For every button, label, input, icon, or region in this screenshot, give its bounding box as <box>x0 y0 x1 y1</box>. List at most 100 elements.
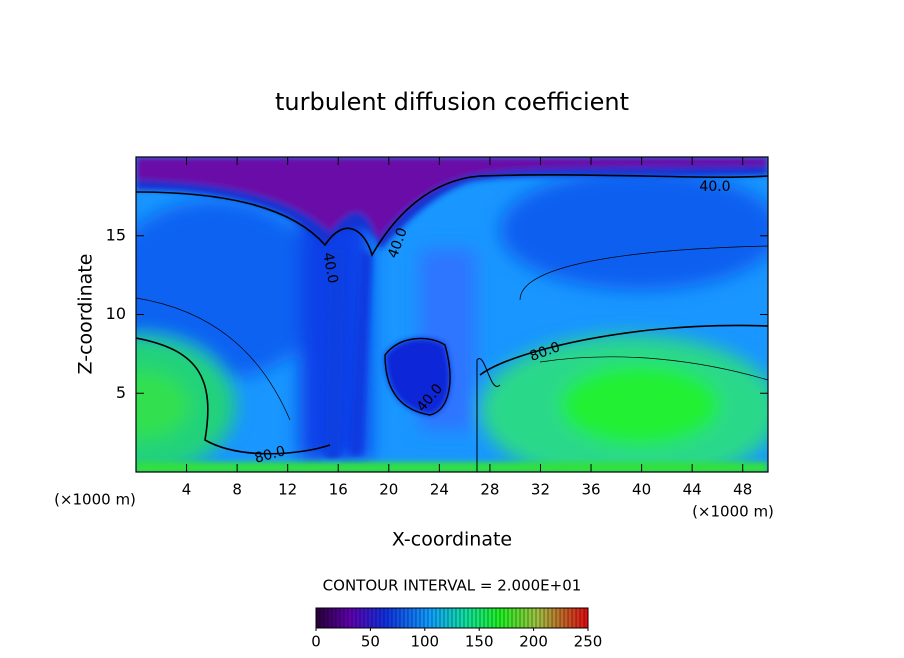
colorbar-cell <box>544 608 549 628</box>
colorbar-tick-label: 250 <box>574 633 603 651</box>
colorbar-cell <box>460 608 465 628</box>
x-tick-label: 40 <box>632 481 651 499</box>
colorbar-cell <box>520 608 525 628</box>
x-tick-label: 24 <box>430 481 449 499</box>
colorbar-tick-label: 50 <box>361 633 380 651</box>
colorbar-cell <box>372 608 377 628</box>
x-axis-label: X-coordinate <box>392 529 512 551</box>
colorbar-cell <box>360 608 365 628</box>
colorbar-cell <box>564 608 569 628</box>
x-unit-right: (×1000 m) <box>692 503 774 521</box>
colorbar-cell <box>468 608 473 628</box>
contour-field <box>136 157 768 472</box>
contour-label: 40.0 <box>699 179 730 195</box>
colorbar-cell <box>320 608 325 628</box>
colorbar-cell <box>432 608 437 628</box>
colorbar-cell <box>532 608 537 628</box>
x-tick-label: 12 <box>278 481 297 499</box>
colorbar-cell <box>356 608 361 628</box>
x-tick-label: 36 <box>581 481 600 499</box>
x-tick-label: 8 <box>232 481 242 499</box>
colorbar-cell <box>392 608 397 628</box>
colorbar-cell <box>424 608 429 628</box>
y-tick-label: 15 <box>106 225 126 244</box>
x-tick-label: 20 <box>379 481 398 499</box>
x-tick-label: 4 <box>182 481 192 499</box>
colorbar-cell <box>316 608 321 628</box>
colorbar-cell <box>576 608 581 628</box>
colorbar-cell <box>488 608 493 628</box>
y-axis-label: Z-coordinate <box>75 254 97 375</box>
colorbar-cell <box>376 608 381 628</box>
x-tick-label: 48 <box>733 481 752 499</box>
colorbar-cell <box>444 608 449 628</box>
colorbar-cell <box>472 608 477 628</box>
colorbar-cell <box>528 608 533 628</box>
colorbar-cell <box>524 608 529 628</box>
colorbar-tick-label: 150 <box>465 633 494 651</box>
colorbar-cell <box>428 608 433 628</box>
colorbar-tick-label: 200 <box>519 633 548 651</box>
colorbar-cell <box>504 608 509 628</box>
colorbar-tick-label: 0 <box>311 633 321 651</box>
colorbar-cell <box>568 608 573 628</box>
colorbar-cell <box>328 608 333 628</box>
colorbar-cell <box>420 608 425 628</box>
colorbar-cell <box>408 608 413 628</box>
colorbar-cell <box>548 608 553 628</box>
colorbar-cell <box>496 608 501 628</box>
contour-label: 80.0 <box>253 443 287 467</box>
contour-interval: CONTOUR INTERVAL = 2.000E+01 <box>323 577 582 595</box>
colorbar-cell <box>456 608 461 628</box>
colorbar-cell <box>348 608 353 628</box>
colorbar-cell <box>396 608 401 628</box>
colorbar-cell <box>380 608 385 628</box>
colorbar-cell <box>536 608 541 628</box>
colorbar-cell <box>560 608 565 628</box>
colorbar-cell <box>352 608 357 628</box>
colorbar-cell <box>500 608 505 628</box>
colorbar-cell <box>452 608 457 628</box>
colorbar-cell <box>516 608 521 628</box>
colorbar-cell <box>556 608 561 628</box>
colorbar-cell <box>344 608 349 628</box>
colorbar-cell <box>384 608 389 628</box>
colorbar-cell <box>336 608 341 628</box>
colorbar-cell <box>440 608 445 628</box>
colorbar-cell <box>404 608 409 628</box>
colorbar-cell <box>476 608 481 628</box>
chart-title: turbulent diffusion coefficient <box>275 88 629 116</box>
colorbar-cell <box>572 608 577 628</box>
y-tick-label: 5 <box>116 383 126 402</box>
colorbar-cell <box>364 608 369 628</box>
colorbar-cell <box>480 608 485 628</box>
colorbar-cell <box>552 608 557 628</box>
colorbar-cell <box>512 608 517 628</box>
colorbar-cell <box>412 608 417 628</box>
colorbar-cell <box>368 608 373 628</box>
colorbar-cell <box>388 608 393 628</box>
colorbar-cell <box>584 608 589 628</box>
x-tick-label: 16 <box>329 481 348 499</box>
colorbar-cell <box>492 608 497 628</box>
colorbar-cell <box>400 608 405 628</box>
colorbar-cell <box>436 608 441 628</box>
x-tick-label: 28 <box>480 481 499 499</box>
colorbar-cell <box>340 608 345 628</box>
colorbar-tick-label: 100 <box>410 633 439 651</box>
y-tick-label: 10 <box>106 304 126 323</box>
colorbar-cell <box>464 608 469 628</box>
colorbar-cell <box>540 608 545 628</box>
colorbar-cell <box>332 608 337 628</box>
colorbar-cell <box>580 608 585 628</box>
colorbar-cell <box>484 608 489 628</box>
x-unit-left: (×1000 m) <box>54 491 136 509</box>
colorbar-cell <box>448 608 453 628</box>
x-tick-label: 44 <box>683 481 702 499</box>
colorbar-cell <box>508 608 513 628</box>
colorbar-frame <box>315 607 589 629</box>
x-tick-label: 32 <box>531 481 550 499</box>
colorbar-cell <box>324 608 329 628</box>
contour-label: 40.0 <box>319 251 340 284</box>
